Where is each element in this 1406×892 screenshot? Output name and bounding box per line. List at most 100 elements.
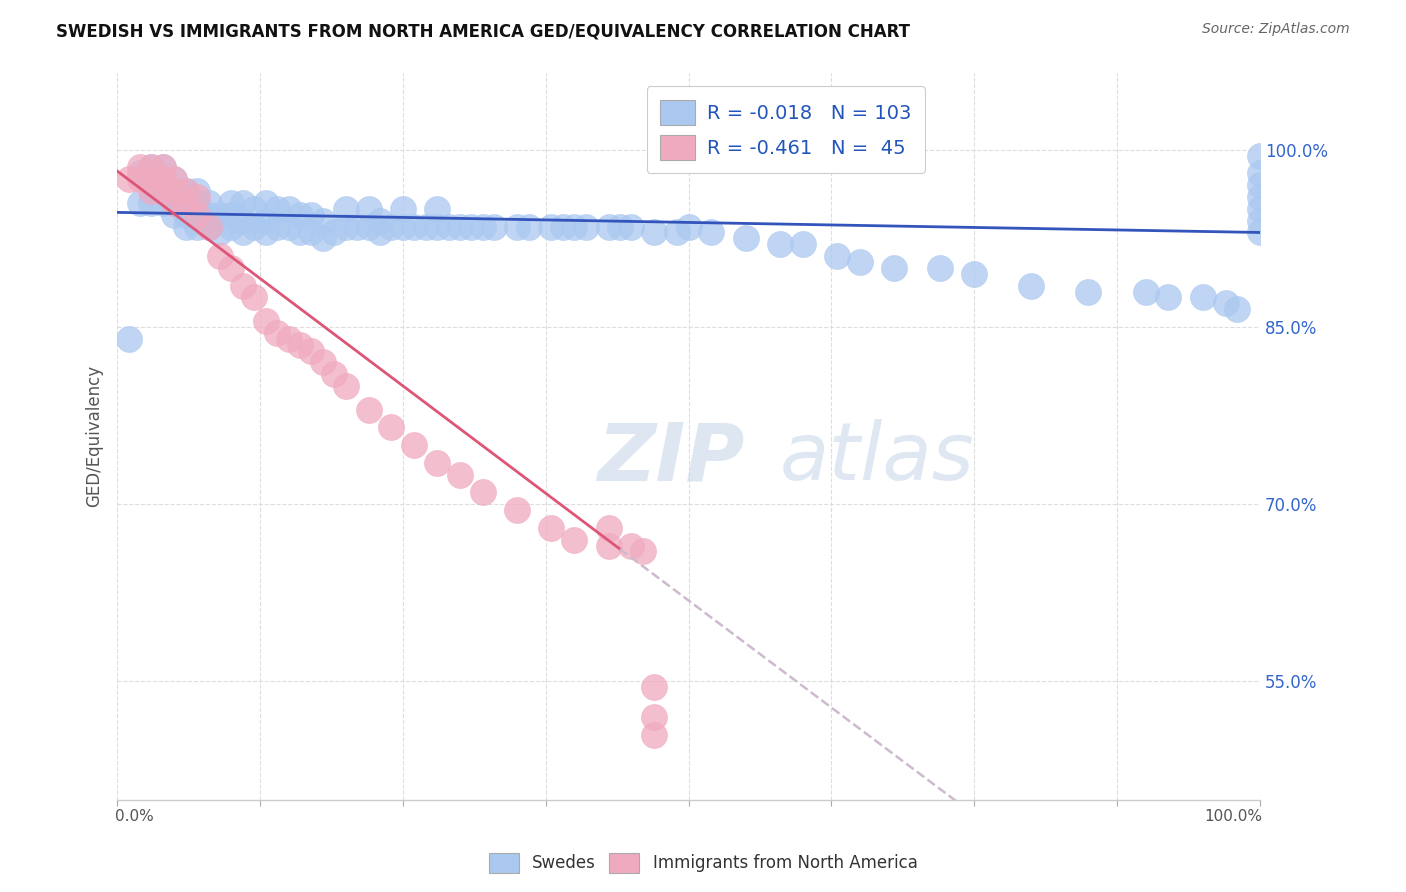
Text: 0.0%: 0.0% (115, 809, 153, 824)
Point (598, 539, 620, 553)
Point (551, 219, 574, 234)
Point (197, 208, 219, 222)
Point (643, 681, 665, 695)
Point (266, 202, 288, 216)
Point (506, 503, 529, 517)
Point (254, 314, 277, 328)
Point (598, 219, 620, 234)
Point (631, 544, 654, 558)
Point (152, 172, 174, 186)
Point (174, 184, 197, 198)
Point (186, 184, 208, 198)
Point (392, 202, 415, 216)
Point (141, 178, 163, 193)
Point (825, 249, 848, 263)
Point (232, 278, 254, 293)
Point (484, 219, 506, 234)
Point (174, 196, 197, 211)
Point (186, 208, 208, 222)
Point (197, 196, 219, 211)
Point (449, 467, 471, 482)
Point (174, 184, 197, 198)
Point (562, 533, 585, 547)
Point (609, 219, 631, 234)
Point (1249, 202, 1271, 216)
Point (163, 172, 186, 186)
Point (163, 184, 186, 198)
Point (163, 184, 186, 198)
Point (415, 219, 437, 234)
Point (277, 202, 299, 216)
Point (186, 208, 208, 222)
Point (963, 267, 986, 281)
Point (301, 208, 323, 222)
Point (1249, 226, 1271, 240)
Point (186, 219, 208, 234)
Point (1249, 190, 1271, 204)
Point (277, 219, 299, 234)
Text: Source: ZipAtlas.com: Source: ZipAtlas.com (1202, 22, 1350, 37)
Point (449, 219, 471, 234)
Point (163, 208, 186, 222)
Point (368, 213, 391, 227)
Point (221, 196, 243, 211)
Point (335, 379, 357, 393)
Point (254, 213, 277, 227)
Point (404, 219, 426, 234)
Point (301, 343, 323, 358)
Point (208, 249, 231, 263)
Point (129, 196, 152, 211)
Point (141, 172, 163, 186)
Point (471, 485, 494, 500)
Point (426, 456, 449, 470)
Point (540, 219, 562, 234)
Point (643, 710, 665, 724)
Point (1249, 166, 1271, 180)
Point (643, 226, 665, 240)
Point (254, 196, 277, 211)
Point (620, 219, 643, 234)
Point (163, 172, 186, 186)
Point (404, 438, 426, 452)
Point (186, 196, 208, 211)
Point (357, 402, 380, 417)
Point (312, 231, 335, 245)
Point (620, 539, 643, 553)
Point (197, 219, 219, 234)
Point (883, 260, 905, 275)
Point (141, 161, 163, 175)
Point (437, 219, 460, 234)
Point (471, 219, 494, 234)
Point (277, 332, 299, 346)
Text: 100.0%: 100.0% (1204, 809, 1263, 824)
Text: ZIP: ZIP (598, 419, 745, 497)
Point (163, 196, 186, 211)
Point (335, 202, 357, 216)
Point (141, 161, 163, 175)
Point (426, 202, 449, 216)
Point (392, 219, 415, 234)
Point (232, 226, 254, 240)
Point (129, 166, 152, 180)
Point (517, 219, 540, 234)
Point (357, 202, 380, 216)
Point (152, 161, 174, 175)
Point (540, 521, 562, 535)
Point (357, 219, 380, 234)
Point (266, 326, 288, 340)
Point (1249, 178, 1271, 193)
Point (312, 213, 335, 227)
Point (129, 172, 152, 186)
Point (1249, 213, 1271, 227)
Point (221, 260, 243, 275)
Point (288, 337, 311, 351)
Point (1021, 278, 1043, 293)
Point (335, 219, 357, 234)
Legend: Swedes, Immigrants from North America: Swedes, Immigrants from North America (482, 847, 924, 880)
Point (792, 237, 814, 252)
Point (266, 219, 288, 234)
Point (368, 226, 391, 240)
Legend: R = -0.018   N = 103, R = -0.461   N =  45: R = -0.018 N = 103, R = -0.461 N = 45 (647, 87, 925, 173)
Point (141, 196, 163, 211)
Point (1226, 302, 1249, 317)
